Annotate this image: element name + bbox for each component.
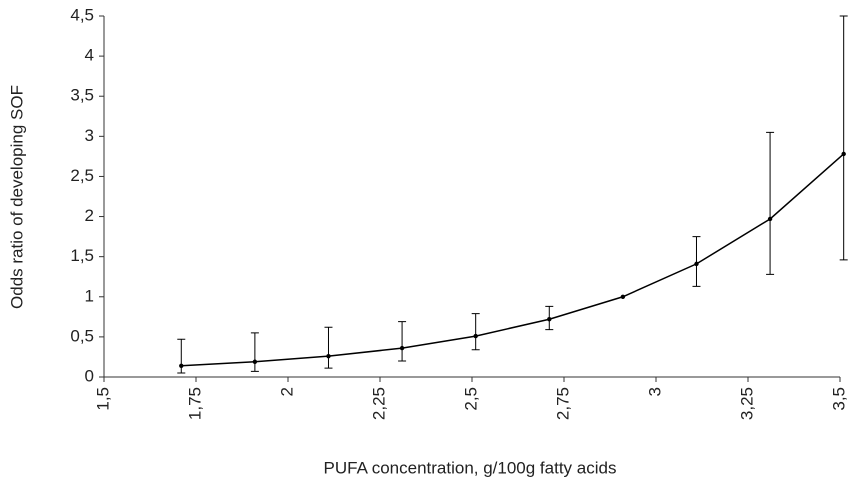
point xyxy=(326,353,331,359)
y-tick-label: 2 xyxy=(85,206,94,225)
x-tick-label: 2,5 xyxy=(461,387,480,411)
y-tick-label: 4,5 xyxy=(70,5,94,24)
x-tick-label: 3,5 xyxy=(829,387,848,411)
point xyxy=(473,333,478,339)
error-bar xyxy=(398,321,407,362)
error-bar xyxy=(250,332,259,372)
point xyxy=(399,345,405,351)
x-tick-label: 1,75 xyxy=(185,387,204,420)
error-bar xyxy=(471,313,480,351)
y-tick-label: 3 xyxy=(85,126,94,145)
point xyxy=(547,317,552,322)
point xyxy=(767,216,773,222)
point xyxy=(179,363,184,368)
y-tick-label: 4 xyxy=(85,46,94,65)
y-tick-label: 3,5 xyxy=(70,86,94,105)
point xyxy=(694,261,699,267)
x-tick-label: 3 xyxy=(645,387,664,396)
point xyxy=(841,151,846,157)
x-axis-label: PUFA concentration, g/100g fatty acids xyxy=(324,458,617,477)
point xyxy=(620,294,626,299)
error-bar xyxy=(839,15,848,261)
error-bar xyxy=(324,326,333,369)
y-axis-label: Odds ratio of developing SOF xyxy=(7,85,26,309)
y-tick-label: 0,5 xyxy=(70,326,94,345)
y-tick-label: 0 xyxy=(85,366,94,385)
y-tick-label: 2,5 xyxy=(70,166,94,185)
x-tick-label: 2,25 xyxy=(369,387,388,420)
x-tick-label: 2 xyxy=(277,387,296,396)
x-tick-label: 3,25 xyxy=(737,387,756,420)
y-tick-label: 1 xyxy=(85,286,94,305)
series-line xyxy=(181,153,845,367)
error-bar xyxy=(766,131,775,275)
y-tick-label: 1,5 xyxy=(70,246,94,265)
x-tick-label: 2,75 xyxy=(553,387,572,420)
x-tick-label: 1,5 xyxy=(93,387,112,411)
error-bar xyxy=(692,236,701,287)
point xyxy=(252,359,258,364)
